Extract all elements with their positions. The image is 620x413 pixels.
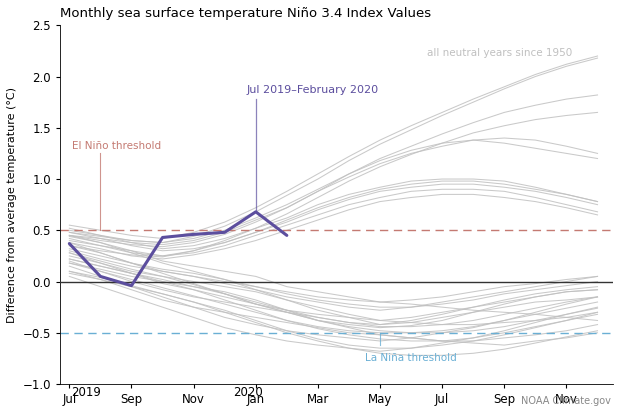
Text: El Niño threshold: El Niño threshold: [73, 141, 162, 151]
Text: 2019: 2019: [71, 386, 100, 399]
Text: all neutral years since 1950: all neutral years since 1950: [427, 48, 572, 58]
Text: NOAA Climate.gov: NOAA Climate.gov: [521, 396, 611, 406]
Text: 2020: 2020: [232, 386, 262, 399]
Text: Jul 2019–February 2020: Jul 2019–February 2020: [246, 85, 379, 95]
Y-axis label: Difference from average temperature (°C): Difference from average temperature (°C): [7, 87, 17, 323]
Text: Monthly sea surface temperature Niño 3.4 Index Values: Monthly sea surface temperature Niño 3.4…: [60, 7, 431, 20]
Text: La Niña threshold: La Niña threshold: [365, 353, 456, 363]
